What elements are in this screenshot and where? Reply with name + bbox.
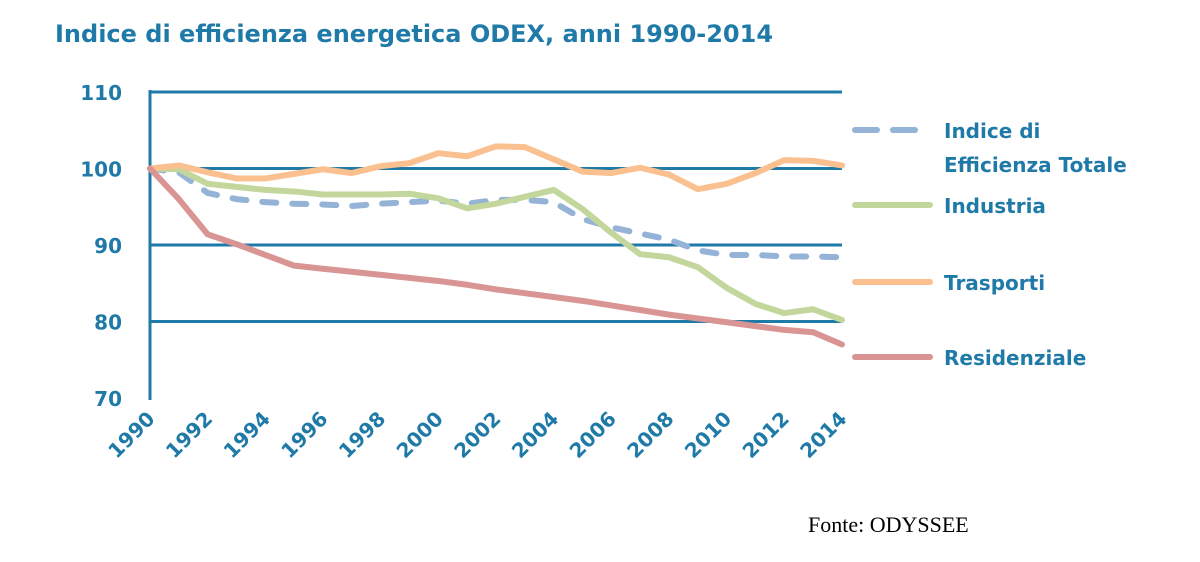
legend-label: Efficienza Totale	[944, 153, 1127, 177]
x-tick-label: 2006	[565, 407, 621, 463]
x-tick-label: 1996	[276, 407, 332, 463]
y-tick-label: 90	[94, 234, 122, 258]
x-tick-label: 2008	[622, 407, 678, 463]
x-tick-label: 1990	[103, 407, 159, 463]
x-tick-label: 2004	[507, 407, 563, 463]
chart-title: Indice di efficienza energetica ODEX, an…	[55, 20, 774, 48]
y-tick-label: 110	[80, 81, 122, 105]
x-tick-label: 2000	[392, 407, 448, 463]
x-tick-label: 2002	[449, 407, 505, 463]
x-tick-label: 1994	[219, 407, 275, 463]
y-tick-label: 70	[94, 387, 122, 411]
y-tick-label: 100	[80, 158, 122, 182]
x-tick-label: 1998	[334, 407, 390, 463]
y-tick-label: 80	[94, 311, 122, 335]
legend-label: Trasporti	[944, 271, 1045, 295]
x-tick-label: 2010	[680, 407, 736, 463]
x-tick-label: 2012	[738, 407, 794, 463]
x-tick-label: 1992	[161, 407, 217, 463]
legend-label: Indice di	[944, 119, 1040, 143]
legend-label: Industria	[944, 194, 1046, 218]
x-tick-label: 2014	[795, 407, 851, 463]
legend-label: Residenziale	[944, 346, 1086, 370]
source-note: Fonte: ODYSSEE	[808, 512, 969, 537]
